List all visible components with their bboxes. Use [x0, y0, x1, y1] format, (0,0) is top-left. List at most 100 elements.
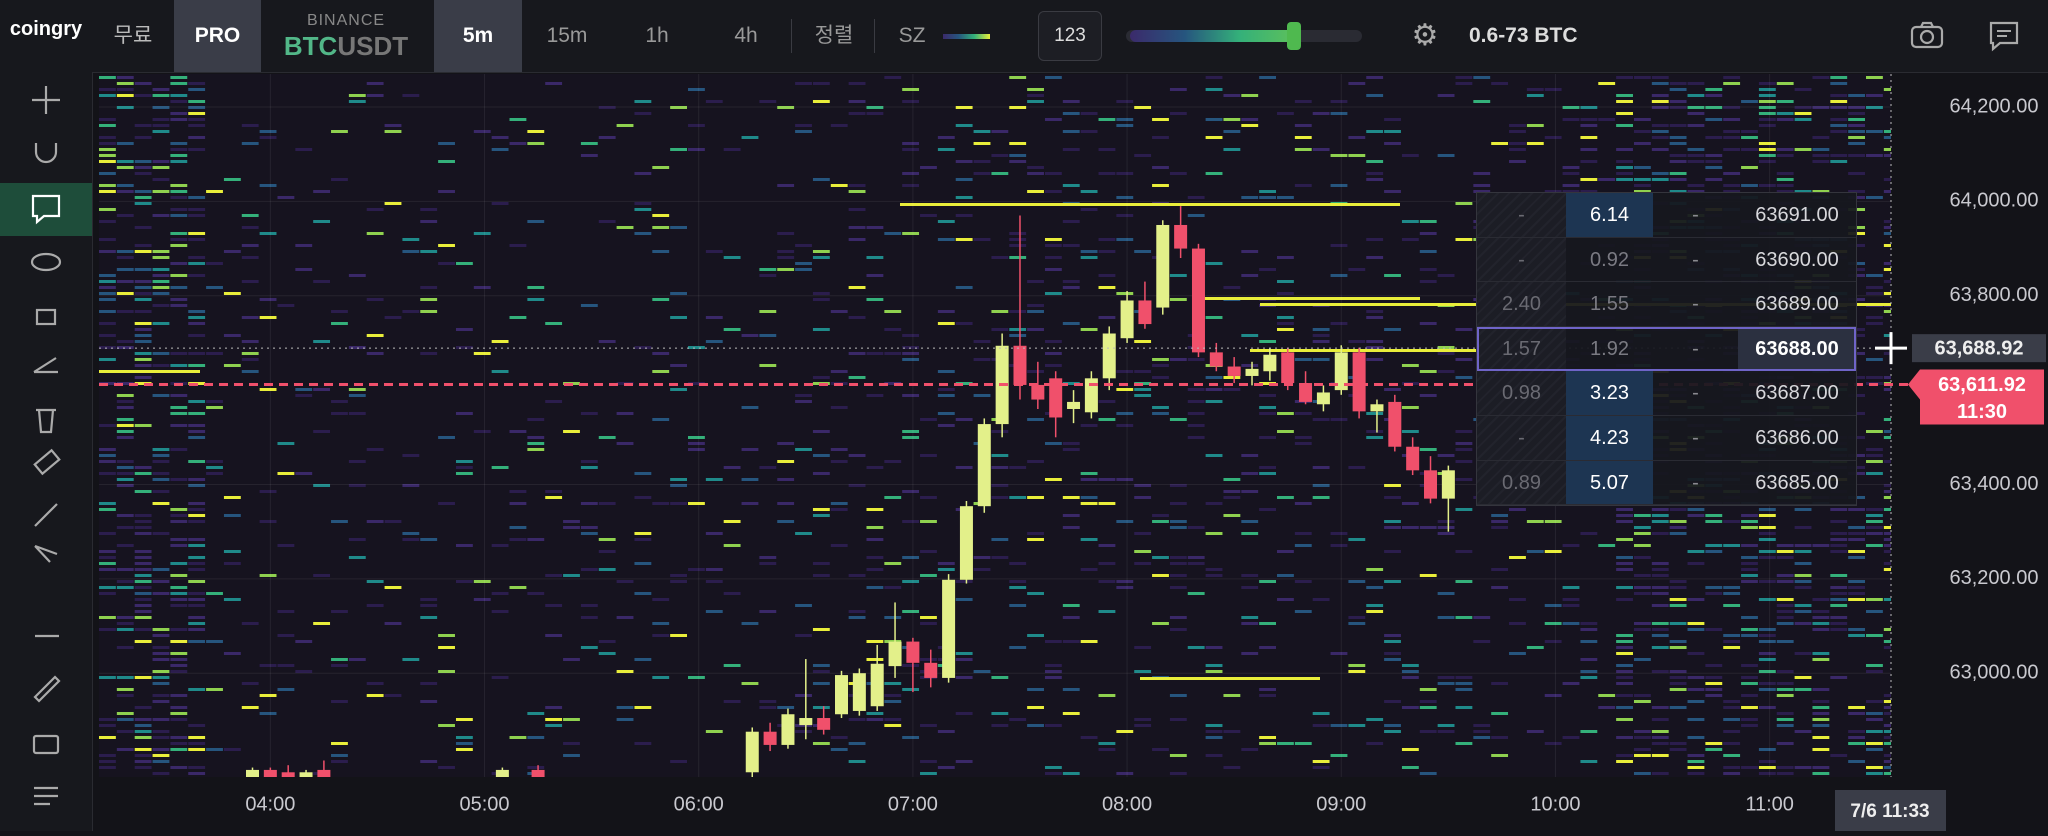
orderbook-cell: 63690.00: [1755, 248, 1839, 271]
heat-cell: [795, 268, 812, 271]
free-tab[interactable]: 무료: [113, 24, 153, 47]
pro-tab[interactable]: PRO: [174, 0, 261, 72]
comment-tool[interactable]: [31, 194, 61, 225]
heat-cell: [1277, 496, 1294, 499]
pair[interactable]: BTCUSDT: [270, 0, 422, 72]
orderbook-row[interactable]: 1.57 1.92-63688.00: [1477, 326, 1856, 372]
heat-cell: [1062, 280, 1080, 283]
rect-tool[interactable]: [32, 734, 60, 755]
interval-tab[interactable]: 5m: [434, 0, 522, 72]
heat-cell: [1241, 622, 1259, 625]
heat-cell: [973, 358, 991, 361]
heat-cell: [1883, 694, 1891, 697]
heat-cell: [1277, 196, 1294, 199]
heat-cell: [1758, 772, 1776, 775]
heat-cell: [170, 148, 188, 151]
heat-cell: [1312, 328, 1330, 331]
heat-cell: [1883, 538, 1891, 541]
count-input[interactable]: 123: [1038, 11, 1102, 61]
slider-handle[interactable]: [1287, 22, 1301, 50]
ruler-tool[interactable]: [33, 448, 61, 476]
orderbook-row[interactable]: 0.98 3.23-63687.00: [1477, 371, 1856, 416]
heat-cell: [1812, 136, 1830, 139]
heat-cell: [652, 676, 670, 679]
orderbook-row[interactable]: 0.89 5.07-63685.00: [1477, 460, 1856, 506]
interval-tab[interactable]: 1h: [645, 24, 669, 47]
heat-cell: [1794, 106, 1812, 109]
heat-cell: [348, 274, 366, 277]
heat-cell: [1473, 640, 1491, 643]
orderbook-row[interactable]: 2.40 1.55-63689.00: [1477, 282, 1856, 327]
angle-tool[interactable]: [33, 357, 58, 374]
heat-cell: [937, 220, 955, 223]
heat-cell: [848, 376, 866, 379]
heat-cell: [188, 148, 206, 151]
heat-cell: [1437, 526, 1455, 529]
visibility-tool[interactable]: [30, 252, 62, 272]
heat-cell: [491, 610, 509, 613]
heat-cell: [866, 556, 884, 559]
heat-cell: [116, 166, 134, 169]
menu-tool[interactable]: [34, 786, 58, 806]
heat-cell: [1491, 754, 1509, 757]
heat-cell: [170, 748, 188, 751]
sort-button[interactable]: 정렬: [814, 24, 854, 47]
pen-tool[interactable]: [33, 675, 61, 703]
heat-cell: [170, 142, 188, 145]
heat-cell: [1830, 100, 1848, 103]
orderbook-cell: -: [1692, 204, 1699, 226]
heat-cell: [99, 142, 116, 145]
heat-cell: [1098, 748, 1116, 751]
heat-cell: [331, 610, 348, 613]
separator: [791, 19, 792, 53]
heat-cell: [1009, 142, 1027, 145]
heat-cell: [402, 538, 420, 541]
orderbook-row[interactable]: -4.23-63686.00: [1477, 415, 1856, 461]
heat-cell: [259, 136, 277, 139]
interval-tab[interactable]: 15m: [546, 24, 588, 47]
heat-cell: [1580, 760, 1598, 763]
heat-cell: [277, 634, 295, 637]
logo[interactable]: coingry: [9, 18, 83, 40]
orderbook-cell: 0.98: [1477, 371, 1566, 415]
path-tool[interactable]: [34, 544, 58, 563]
heat-cell: [170, 190, 188, 193]
heat-cell: [1169, 526, 1187, 529]
heat-cell: [1562, 184, 1580, 187]
heat-cell: [241, 358, 259, 361]
heat-cell: [1723, 106, 1741, 109]
heat-cell: [1134, 250, 1152, 253]
heat-cell: [920, 418, 937, 421]
heat-cell: [1009, 334, 1027, 337]
heat-cell: [134, 736, 152, 739]
chat-icon[interactable]: [1988, 20, 2020, 52]
heat-cell: [1312, 148, 1330, 151]
crosshair-tool[interactable]: [32, 86, 60, 114]
heat-cell: [455, 748, 473, 751]
heat-cell: [1116, 292, 1134, 295]
heat-cell: [1848, 712, 1866, 715]
heat-cell: [1259, 436, 1277, 439]
orderbook-row[interactable]: -6.14-63691.00: [1477, 193, 1856, 238]
delete-tool[interactable]: [36, 408, 56, 434]
heat-cell: [1098, 286, 1116, 289]
heat-cell: [1883, 280, 1891, 283]
heat-cell: [99, 448, 116, 451]
settings-icon[interactable]: ⚙: [1411, 19, 1439, 52]
orderbook-row[interactable]: -0.92-63690.00: [1477, 237, 1856, 283]
heat-cell: [1384, 550, 1401, 553]
heat-cell: [152, 304, 170, 307]
interval-tab[interactable]: 4h: [734, 24, 758, 47]
heat-cell: [420, 604, 438, 607]
lock-tool[interactable]: [35, 308, 57, 326]
trend-line-tool[interactable]: [34, 503, 58, 527]
magnet-tool[interactable]: [34, 143, 58, 164]
heat-cell: [1723, 190, 1741, 193]
camera-icon[interactable]: [1910, 20, 1944, 50]
heat-cell: [99, 190, 116, 193]
heat-cell: [331, 742, 348, 745]
separator: [874, 19, 875, 53]
heat-cell: [1883, 148, 1891, 151]
heat-cell: [1776, 580, 1794, 583]
heat-cell: [830, 460, 848, 463]
